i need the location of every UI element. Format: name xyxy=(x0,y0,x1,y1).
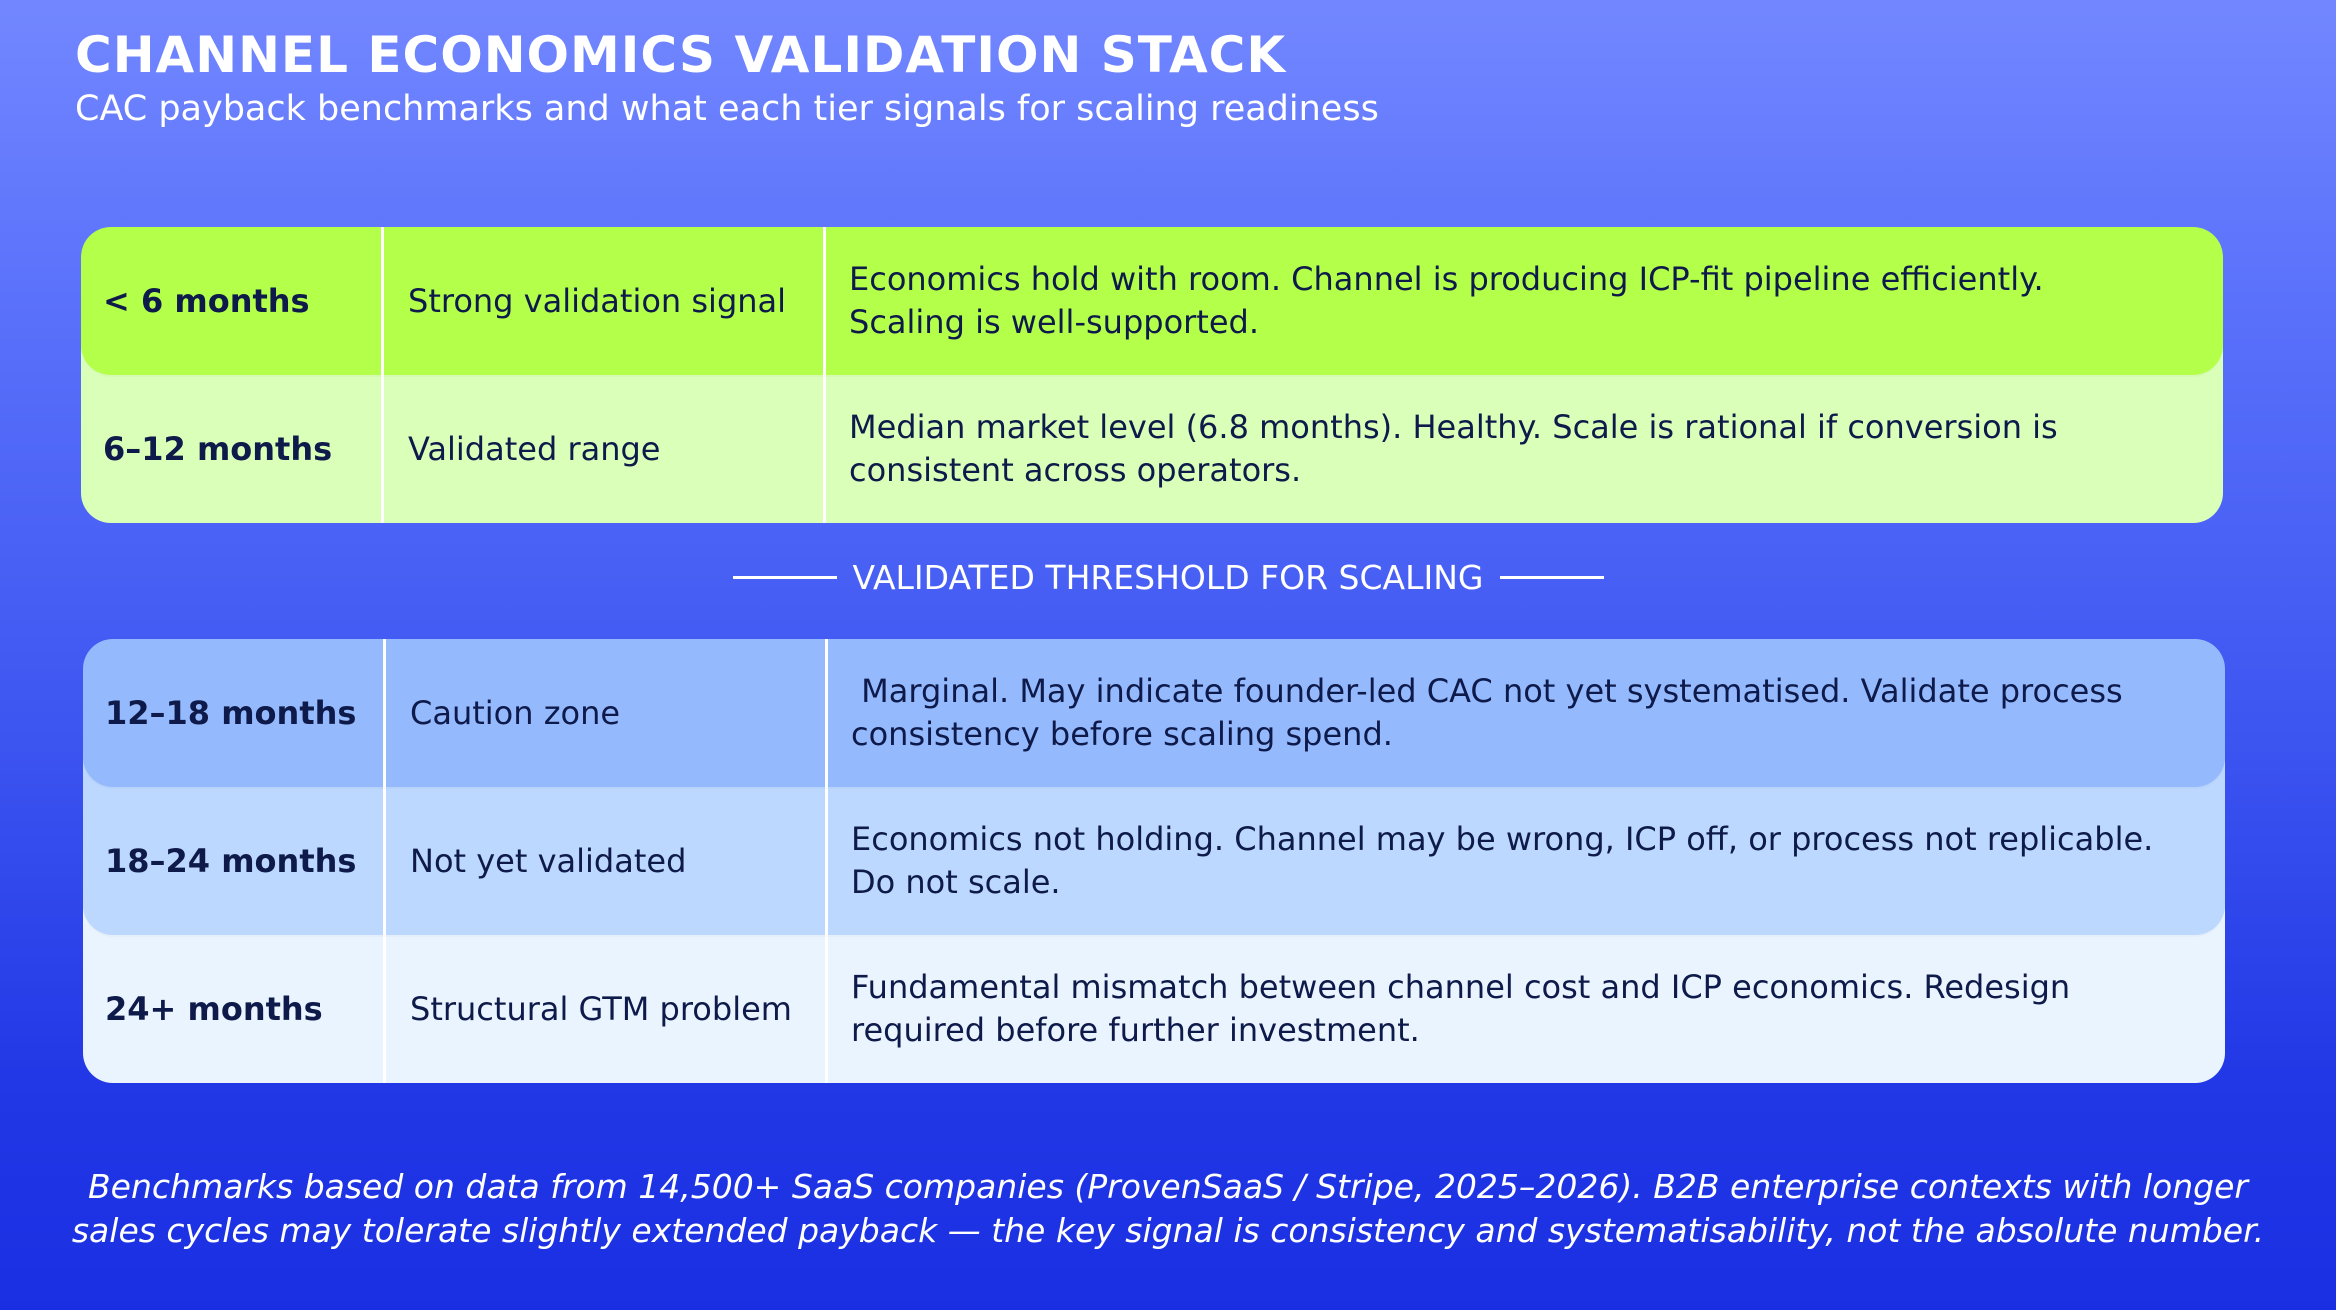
tier-label: Strong validation signal xyxy=(384,227,826,375)
description-line: consistent across operators. xyxy=(849,451,1302,489)
payback-range: 24+ months xyxy=(83,935,386,1083)
payback-range: 6–12 months xyxy=(81,375,384,523)
footnote-line: Benchmarks based on data from 14,500+ Sa… xyxy=(88,1167,2248,1206)
validated-tiers-table: < 6 months Strong validation signal Econ… xyxy=(81,227,2223,523)
scaling-threshold-divider: VALIDATED THRESHOLD FOR SCALING xyxy=(0,558,2336,597)
tier-label: Structural GTM problem xyxy=(386,935,828,1083)
divider-line-right xyxy=(1499,576,1604,579)
description-line: Economics not holding. Channel may be wr… xyxy=(851,820,2154,858)
description-line: Scaling is well-supported. xyxy=(849,303,1260,341)
footnote-line: sales cycles may tolerate slightly exten… xyxy=(71,1211,2265,1250)
table-row: < 6 months Strong validation signal Econ… xyxy=(81,227,2223,375)
description-line: Do not scale. xyxy=(851,863,1061,901)
description-line: required before further investment. xyxy=(851,1011,1420,1049)
tier-label: Validated range xyxy=(384,375,826,523)
footnote: Benchmarks based on data from 14,500+ Sa… xyxy=(0,1165,2336,1253)
tier-label: Not yet validated xyxy=(386,787,828,935)
tier-description: Economics not holding. Channel may be wr… xyxy=(828,787,2225,935)
table-row: 12–18 months Caution zone Marginal. May … xyxy=(83,639,2225,787)
description-line: Marginal. May indicate founder-led CAC n… xyxy=(851,672,2123,710)
tier-description: Fundamental mismatch between channel cos… xyxy=(828,935,2225,1083)
tier-label: Caution zone xyxy=(386,639,828,787)
header: CHANNEL ECONOMICS VALIDATION STACK CAC p… xyxy=(75,22,2275,132)
description-line: Economics hold with room. Channel is pro… xyxy=(849,260,2044,298)
description-line: consistency before scaling spend. xyxy=(851,715,1393,753)
payback-range: 18–24 months xyxy=(83,787,386,935)
payback-range: < 6 months xyxy=(81,227,384,375)
payback-range: 12–18 months xyxy=(83,639,386,787)
divider-line-left xyxy=(732,576,837,579)
description-line: Fundamental mismatch between channel cos… xyxy=(851,968,2071,1006)
page-subtitle: CAC payback benchmarks and what each tie… xyxy=(75,89,1379,129)
unvalidated-tiers-table: 12–18 months Caution zone Marginal. May … xyxy=(83,639,2225,1083)
threshold-label: VALIDATED THRESHOLD FOR SCALING xyxy=(852,558,1484,597)
description-line: Median market level (6.8 months). Health… xyxy=(849,408,2058,446)
tier-description: Economics hold with room. Channel is pro… xyxy=(826,227,2223,375)
page-title: CHANNEL ECONOMICS VALIDATION STACK xyxy=(75,26,1287,84)
tier-description: Marginal. May indicate founder-led CAC n… xyxy=(828,639,2225,787)
tier-description: Median market level (6.8 months). Health… xyxy=(826,375,2223,523)
